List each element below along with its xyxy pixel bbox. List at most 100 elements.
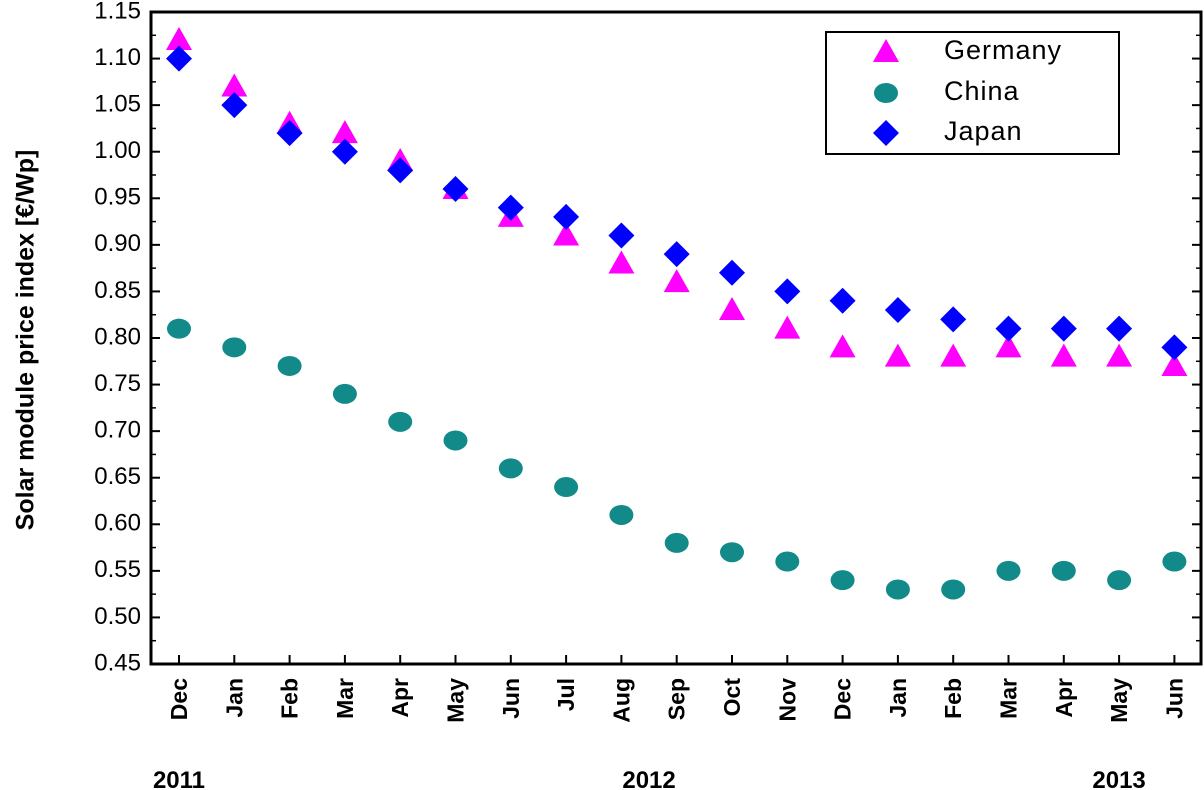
- legend-marker-germany: [873, 39, 899, 62]
- x-tick-label: Jun: [498, 678, 524, 719]
- x-tick-label: Dec: [166, 678, 192, 720]
- series-china: [167, 318, 1187, 600]
- germany-point: [1106, 343, 1133, 367]
- china-point: [1107, 570, 1132, 591]
- china-point: [664, 532, 689, 553]
- x-tick-label: Jan: [885, 678, 911, 718]
- japan-point: [940, 306, 967, 333]
- x-tick-label: Oct: [719, 678, 745, 717]
- germany-point: [995, 334, 1022, 358]
- x-tick-label: Mar: [996, 678, 1022, 719]
- japan-point: [1161, 334, 1188, 361]
- china-point: [443, 430, 468, 451]
- germany-point: [608, 250, 635, 274]
- y-tick-label: 0.70: [94, 416, 141, 443]
- y-tick-label: 1.15: [94, 0, 141, 24]
- japan-point: [663, 241, 690, 268]
- x-axis: [178, 655, 1176, 664]
- legend-label-china: China: [944, 76, 1020, 106]
- china-point: [222, 337, 247, 358]
- x-tick-label: Mar: [332, 678, 358, 719]
- year-label: 2011: [153, 767, 205, 790]
- china-point: [941, 579, 966, 600]
- y-tick-label: 0.90: [94, 230, 141, 257]
- japan-point: [166, 45, 192, 72]
- y-tick-label: 0.45: [94, 649, 141, 676]
- year-label: 2012: [622, 767, 675, 790]
- china-point: [996, 560, 1021, 581]
- legend-item-japan: Japan: [873, 116, 1023, 146]
- china-point: [1162, 551, 1187, 572]
- x-tick-label: Jun: [1161, 678, 1187, 719]
- japan-point: [442, 175, 469, 202]
- japan-point: [608, 222, 635, 249]
- series-layer: [166, 26, 1188, 600]
- china-point: [1051, 560, 1076, 581]
- germany-point: [1050, 343, 1077, 367]
- x-tick-label: Sep: [664, 678, 690, 720]
- germany-point: [940, 343, 967, 367]
- germany-point: [663, 269, 690, 293]
- y-tick-label: 0.80: [94, 323, 141, 350]
- legend-item-germany: Germany: [873, 35, 1061, 65]
- y-tick-label: 1.05: [94, 90, 141, 117]
- china-point: [885, 579, 910, 600]
- germany-point: [829, 334, 856, 358]
- china-point: [332, 383, 357, 404]
- x-tick-label: May: [443, 678, 469, 723]
- germany-point: [553, 222, 580, 246]
- legend-item-china: China: [874, 76, 1020, 106]
- china-point: [720, 542, 744, 563]
- japan-point: [884, 297, 911, 324]
- y-tick-label: 0.55: [94, 556, 141, 583]
- legend-label-japan: Japan: [944, 116, 1023, 146]
- china-point: [388, 411, 413, 432]
- x-tick-label: Apr: [1051, 678, 1077, 718]
- germany-point: [774, 315, 801, 339]
- month-labels: Dec Jan Feb Mar Apr May Jun Jul Aug Sep Oct Nov Dec J…: [166, 678, 1187, 723]
- y-tick-label: 0.95: [94, 184, 141, 211]
- x-tick-label: Nov: [774, 678, 800, 722]
- germany-point: [166, 26, 192, 50]
- y-tick-label: 1.00: [94, 137, 141, 164]
- year-label: 2013: [1092, 767, 1145, 790]
- germany-point: [719, 297, 745, 321]
- china-point: [775, 551, 800, 572]
- y-tick-label: 0.65: [94, 463, 141, 490]
- x-tick-label: Feb: [940, 678, 966, 719]
- y-tick-label: 0.60: [94, 510, 141, 537]
- japan-point: [995, 315, 1022, 342]
- y-tick-label: 0.75: [94, 370, 141, 397]
- china-point: [830, 570, 855, 591]
- china-point: [609, 504, 634, 525]
- japan-point: [829, 287, 856, 314]
- y-tick-label: 1.10: [94, 44, 141, 71]
- y-tick-label: 0.50: [94, 603, 141, 630]
- legend-marker-china: [874, 83, 898, 103]
- china-point: [554, 477, 579, 498]
- germany-point: [331, 120, 358, 144]
- legend: Germany China Japan: [825, 31, 1120, 155]
- y-axis-title: Solar module price index [€/Wp]: [12, 150, 40, 531]
- china-point: [277, 355, 302, 376]
- series-japan: [166, 45, 1188, 361]
- y-tick-label: 0.85: [94, 277, 141, 304]
- japan-point: [1106, 315, 1133, 342]
- japan-point: [1050, 315, 1077, 342]
- germany-point: [1161, 352, 1188, 376]
- japan-point: [497, 194, 524, 221]
- x-tick-label: Jan: [221, 678, 247, 718]
- china-point: [167, 318, 191, 339]
- year-labels: 2011 2012 2013: [153, 767, 1146, 790]
- china-point: [498, 458, 523, 479]
- x-tick-label: May: [1106, 678, 1132, 723]
- x-tick-label: Feb: [277, 678, 303, 719]
- x-tick-label: Apr: [387, 678, 413, 718]
- japan-point: [774, 278, 801, 305]
- japan-point: [221, 92, 248, 119]
- y-axis: 0.45 0.50 0.55 0.60 0.65 0.70 0.75 0.80 0.85 0.90…: [94, 0, 1201, 676]
- x-tick-label: Jul: [553, 678, 579, 711]
- japan-point: [553, 203, 580, 230]
- germany-point: [221, 73, 248, 97]
